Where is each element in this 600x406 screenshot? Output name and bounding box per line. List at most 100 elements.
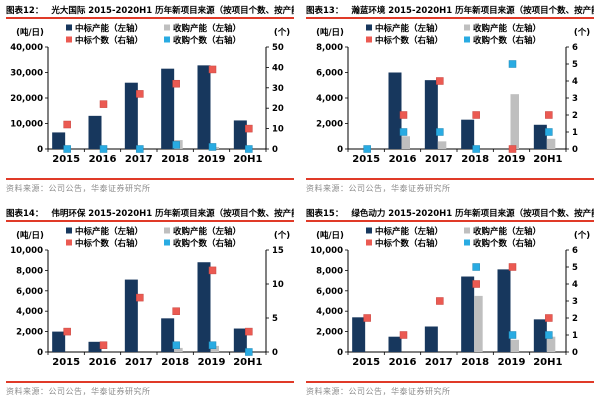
y-right-tick-label: 5 xyxy=(572,263,578,273)
legend-swatch-blue xyxy=(164,36,170,43)
bar-navy xyxy=(52,331,66,352)
y-right-tick-label: 5 xyxy=(572,60,578,70)
right-axis-unit: (个) xyxy=(274,230,290,241)
y-left-tick-label: 8,000 xyxy=(316,266,343,276)
marker-blue xyxy=(136,145,144,153)
marker-blue xyxy=(172,341,180,349)
legend-swatch-navy xyxy=(66,24,72,31)
x-tick-label: 2017 xyxy=(425,357,453,368)
y-left-tick-label: 0 xyxy=(337,348,343,358)
bar-navy xyxy=(352,317,366,352)
bar-navy xyxy=(461,276,475,352)
legend-swatch-navy xyxy=(366,227,372,234)
figure-label: 图表13： xyxy=(306,6,344,16)
chart-panel-weiming: 图表14： 伟明环保 2015-2020H1 历年新项目来源（按项目个数、按产能… xyxy=(0,203,300,406)
y-left-tick-label: 0 xyxy=(337,145,343,155)
y-right-tick-label: 4 xyxy=(572,77,578,87)
y-right-tick-label: 40 xyxy=(272,63,284,73)
bar-gray xyxy=(401,136,410,149)
right-axis-unit: (个) xyxy=(274,27,290,38)
bar-navy xyxy=(161,318,175,352)
legend-label: 收购产能（左轴） xyxy=(473,226,541,237)
marker-red xyxy=(545,111,553,119)
marker-red xyxy=(245,327,253,336)
left-axis-unit: (吨/日) xyxy=(316,230,344,241)
legend-label: 收购个数（右轴） xyxy=(173,35,241,46)
legend-swatch-red xyxy=(66,239,72,246)
y-right-tick-label: 3 xyxy=(572,297,578,307)
legend-swatch-blue xyxy=(464,36,470,43)
legend-label: 中标产能（左轴） xyxy=(375,23,443,34)
chart-svg: 0 2,000 4,000 6,000 8,000 10,000 0 1 2 3 4 5 6 2015 20… xyxy=(310,226,590,368)
x-tick-label: 2018 xyxy=(461,154,489,165)
legend-swatch-gray xyxy=(164,227,170,234)
y-left-tick-label: 8,000 xyxy=(316,43,343,53)
y-left-tick-label: 20,000 xyxy=(10,94,43,104)
legend-label: 收购产能（左轴） xyxy=(473,23,541,34)
y-left-tick-label: 10,000 xyxy=(310,246,343,256)
x-tick-label: 2015 xyxy=(352,154,380,165)
y-right-tick-label: 10 xyxy=(272,125,284,135)
y-right-tick-label: 30 xyxy=(272,84,284,94)
x-tick-label: 2019 xyxy=(198,154,226,165)
legend-label: 收购个数（右轴） xyxy=(473,35,541,46)
legend-swatch-red xyxy=(66,36,72,43)
bar-navy xyxy=(233,120,247,149)
marker-red xyxy=(172,307,180,315)
bar-navy xyxy=(197,65,211,149)
marker-red xyxy=(472,111,480,119)
x-tick-label: 20H1 xyxy=(233,357,262,368)
legend-swatch-navy xyxy=(366,24,372,31)
legend-label: 中标个数（右轴） xyxy=(75,238,143,249)
source-note: 资料来源：公司公告，华泰证券研究所 xyxy=(6,381,294,397)
y-right-tick-label: 2 xyxy=(572,314,578,324)
y-left-tick-label: 4,000 xyxy=(316,307,343,317)
marker-red xyxy=(136,90,144,98)
chart-canvas: 0 2,000 4,000 6,000 8,000 10,000 0 1 2 3 4 5 6 2015 20… xyxy=(306,224,594,380)
figure-title: 绿色动力 2015-2020H1 历年新项目来源（按项目个数、按产能） xyxy=(351,209,594,219)
right-axis-unit: (个) xyxy=(574,230,590,241)
figure-label: 图表12： xyxy=(6,6,44,16)
marker-red xyxy=(399,331,408,339)
x-tick-label: 2016 xyxy=(89,154,117,165)
bar-navy xyxy=(533,124,547,149)
y-left-tick-label: 4,000 xyxy=(316,94,343,104)
bar-navy xyxy=(124,279,138,352)
marker-red xyxy=(508,263,517,271)
legend-label: 收购个数（右轴） xyxy=(473,238,541,249)
left-axis-unit: (吨/日) xyxy=(16,230,44,241)
y-right-tick-label: 2 xyxy=(572,111,578,121)
marker-red xyxy=(472,280,480,288)
legend-label: 中标个数（右轴） xyxy=(75,35,143,46)
y-right-tick-label: 6 xyxy=(572,246,578,256)
x-tick-label: 2017 xyxy=(125,154,153,165)
bar-navy xyxy=(88,115,102,149)
y-left-tick-label: 4,000 xyxy=(16,307,43,317)
legend-swatch-red xyxy=(366,239,372,246)
source-note: 资料来源：公司公告，华泰证券研究所 xyxy=(306,178,594,194)
marker-red xyxy=(99,100,108,108)
legend-label: 中标产能（左轴） xyxy=(75,226,143,237)
figure-title: 伟明环保 2015-2020H1 历年新项目来源（按项目个数、按产能） xyxy=(51,209,294,219)
marker-blue xyxy=(245,348,253,356)
x-tick-label: 2016 xyxy=(389,154,417,165)
legend-swatch-red xyxy=(366,36,372,43)
y-right-tick-label: 1 xyxy=(572,128,578,138)
bar-gray xyxy=(437,141,447,149)
legend-label: 收购产能（左轴） xyxy=(173,226,241,237)
right-axis-unit: (个) xyxy=(574,27,590,38)
bar-gray xyxy=(510,339,519,352)
y-right-tick-label: 4 xyxy=(572,280,578,290)
x-tick-label: 2019 xyxy=(498,357,526,368)
marker-blue xyxy=(545,128,553,136)
y-left-tick-label: 6,000 xyxy=(16,287,43,297)
x-tick-label: 2015 xyxy=(52,357,80,368)
y-left-tick-label: 0 xyxy=(37,145,43,155)
legend-label: 中标个数（右轴） xyxy=(375,238,443,249)
y-left-tick-label: 6,000 xyxy=(316,69,343,79)
y-left-tick-label: 2,000 xyxy=(316,328,343,338)
chart-canvas: 0 2,000 4,000 6,000 8,000 10,000 0 5 10 15 2015 201… xyxy=(6,224,294,380)
marker-blue xyxy=(172,141,180,149)
x-tick-label: 2017 xyxy=(425,154,453,165)
